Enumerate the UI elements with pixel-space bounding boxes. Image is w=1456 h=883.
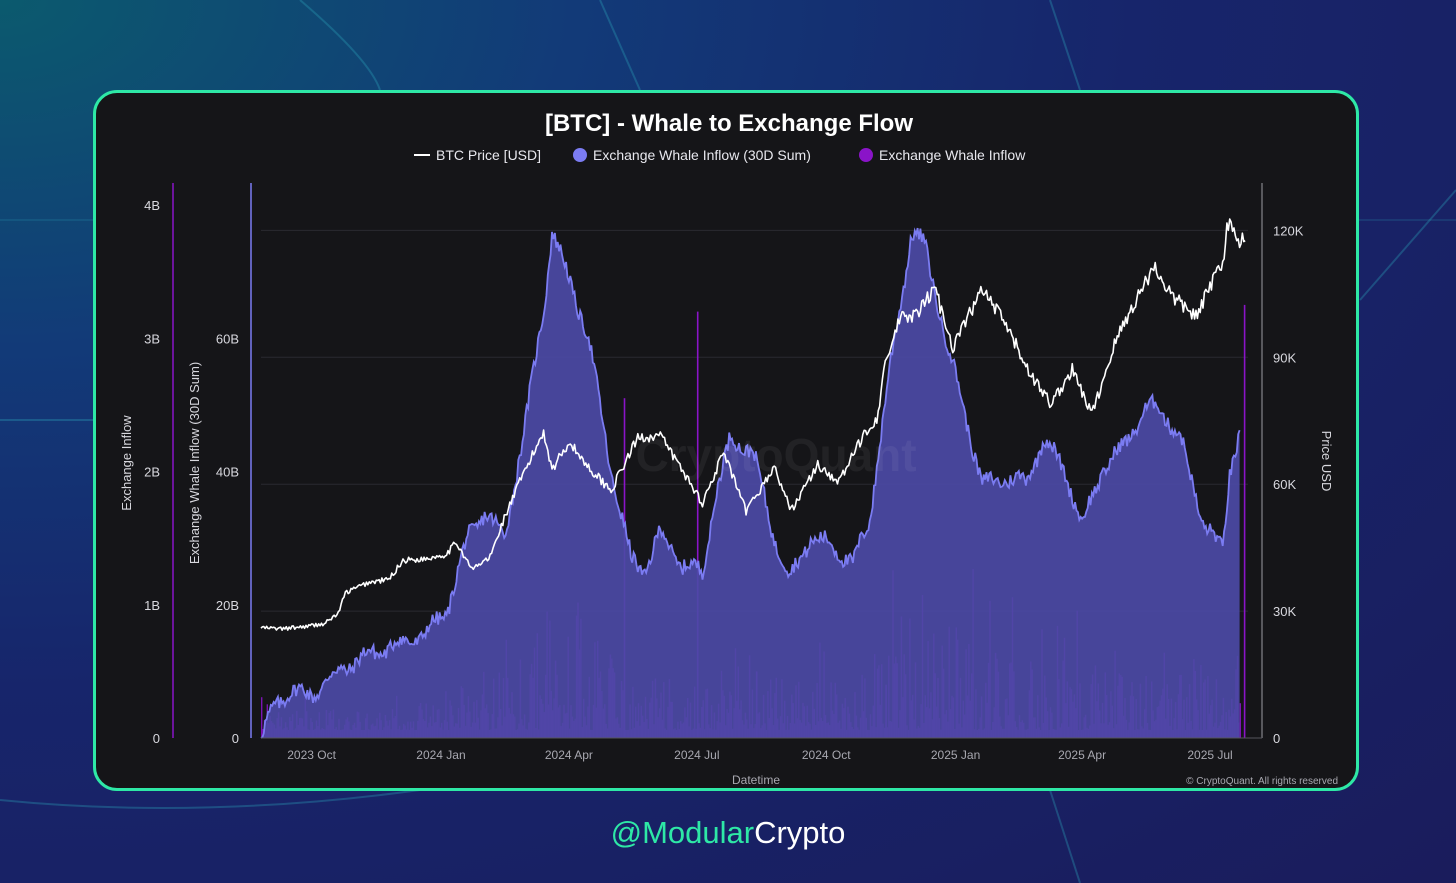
price-tick-label: 30K	[1273, 604, 1296, 619]
inflow-tick-label: 2B	[144, 465, 160, 480]
inflow-bar	[261, 697, 263, 738]
x-tick-label: 2024 Jul	[674, 748, 719, 762]
handle-accent: @Modular	[610, 815, 755, 850]
sum30d-line	[260, 227, 1241, 739]
axes: 0 1B 2B 3B 4B Exchange Inflow 0 20B 40B 60B Exchan…	[119, 183, 1334, 762]
legend-inflow-label: Exchange Whale Inflow	[879, 147, 1026, 163]
legend-sum30d-swatch	[573, 148, 587, 162]
sum30d-tick-label: 0	[232, 731, 239, 746]
sum30d-tick-label: 40B	[216, 465, 239, 480]
price-tick-label: 60K	[1273, 477, 1296, 492]
price-line	[260, 218, 1246, 631]
x-tick-label: 2024 Jan	[416, 748, 465, 762]
inflow-spike-bar	[696, 311, 699, 738]
inflow-axis-title: Exchange Inflow	[119, 415, 134, 511]
watermark: CryptoQuant	[635, 429, 916, 481]
chart-svg: [BTC] - Whale to Exchange Flow BTC Price…	[119, 110, 1338, 787]
x-tick-label: 2025 Jul	[1187, 748, 1232, 762]
inflow-bar	[1239, 703, 1241, 738]
footer-handle: @ModularCrypto	[0, 815, 1456, 851]
copyright-credit: © CryptoQuant. All rights reserved	[1186, 776, 1338, 787]
inflow-tick-label: 1B	[144, 598, 160, 613]
sum30d-axis-title: Exchange Whale Inflow (30D Sum)	[187, 362, 202, 564]
x-tick-label: 2023 Oct	[287, 748, 336, 762]
price-tick-label: 0	[1273, 731, 1280, 746]
inflow-tick-label: 3B	[144, 331, 160, 346]
x-tick-label: 2025 Jan	[931, 748, 980, 762]
inflow-spike-bar	[1243, 304, 1246, 738]
inflow-tick-label: 4B	[144, 198, 160, 213]
legend: BTC Price [USD] Exchange Whale Inflow (30…	[414, 147, 1026, 163]
x-tick-label: 2024 Apr	[545, 748, 593, 762]
chart-card: [BTC] - Whale to Exchange Flow BTC Price…	[93, 90, 1359, 791]
sum30d-tick-label: 20B	[216, 598, 239, 613]
sum30d-area	[261, 228, 1240, 738]
legend-inflow-swatch	[859, 148, 873, 162]
price-tick-label: 120K	[1273, 223, 1304, 238]
chart-title: [BTC] - Whale to Exchange Flow	[545, 110, 913, 137]
handle-rest: Crypto	[754, 815, 846, 850]
price-axis-title: Price USD	[1319, 431, 1334, 492]
price-tick-label: 90K	[1273, 350, 1296, 365]
legend-price-label: BTC Price [USD]	[436, 147, 541, 163]
x-tick-label: 2024 Oct	[802, 748, 851, 762]
x-tick-label: 2025 Apr	[1058, 748, 1106, 762]
inflow-tick-label: 0	[153, 731, 160, 746]
legend-sum30d-label: Exchange Whale Inflow (30D Sum)	[593, 147, 811, 163]
x-axis-label: Datetime	[732, 773, 780, 787]
sum30d-tick-label: 60B	[216, 331, 239, 346]
